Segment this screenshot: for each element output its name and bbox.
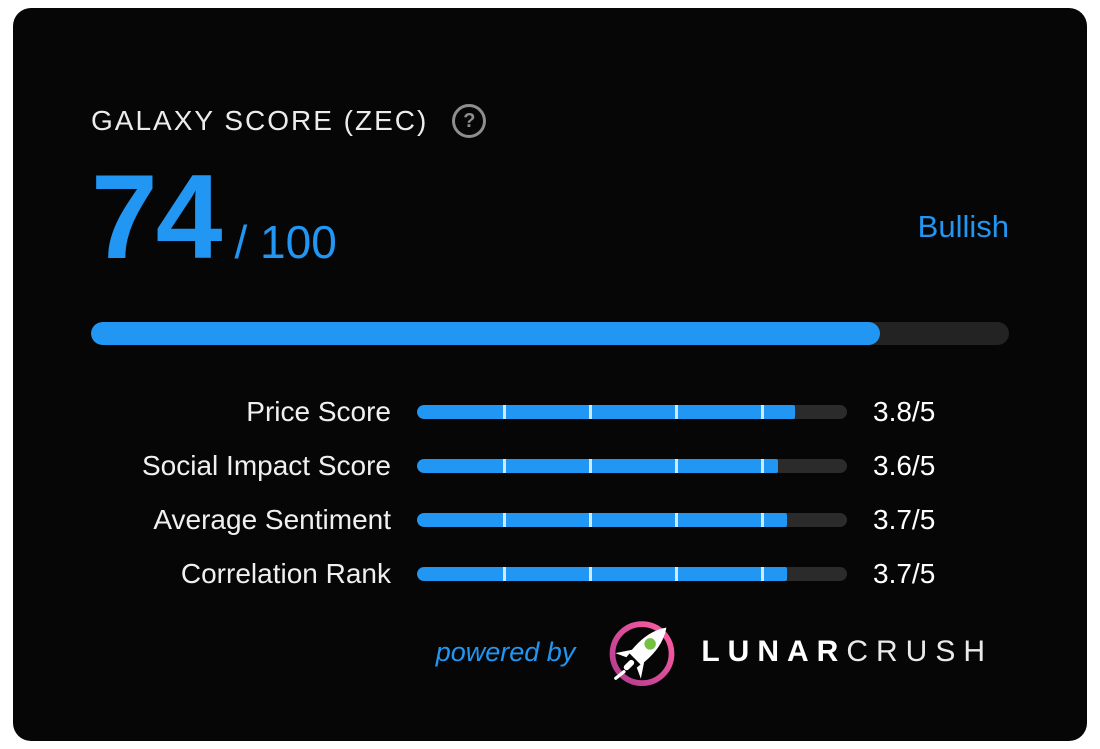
brand-wordmark: LUNARCRUSH: [701, 635, 993, 669]
bar-tick: [503, 405, 506, 419]
metric-label: Price Score: [246, 396, 391, 427]
metric-bar: [417, 567, 847, 581]
overall-score-bar-fill: [91, 322, 881, 345]
metric-bar: [417, 459, 847, 473]
metric-label: Social Impact Score: [142, 450, 391, 481]
bar-tick: [503, 459, 506, 473]
widget-header: GALAXY SCORE (ZEC) ?: [91, 104, 1009, 138]
metric-bar: [417, 405, 847, 419]
help-icon[interactable]: ?: [452, 104, 487, 138]
metrics-list: Price Score 3.8/5 Social Impact Score 3.…: [91, 385, 1009, 601]
metric-value: 3.8/5: [873, 396, 936, 427]
sentiment-badge: Bullish: [917, 209, 1009, 244]
metric-value: 3.7/5: [873, 558, 936, 589]
lunarcrush-rocket-logo-icon: [609, 621, 675, 687]
score-value: 74: [91, 150, 222, 284]
bar-tick: [503, 513, 506, 527]
metric-bar-fill: [417, 405, 796, 419]
brand-crush: CRUSH: [846, 635, 993, 668]
bar-tick: [675, 405, 678, 419]
bar-tick: [675, 459, 678, 473]
metric-label: Average Sentiment: [153, 504, 391, 535]
metric-row-price-score: Price Score 3.8/5: [91, 385, 1009, 439]
bar-tick: [589, 405, 592, 419]
metric-row-average-sentiment: Average Sentiment 3.7/5: [91, 493, 1009, 547]
bar-tick: [761, 567, 764, 581]
metric-label: Correlation Rank: [180, 558, 391, 589]
bar-tick: [761, 405, 764, 419]
metric-row-social-impact-score: Social Impact Score 3.6/5: [91, 439, 1009, 493]
bar-tick: [761, 513, 764, 527]
bar-tick: [761, 459, 764, 473]
bar-tick: [589, 513, 592, 527]
brand-lunar: LUNAR: [701, 635, 847, 668]
score-max: / 100: [234, 216, 337, 268]
footer: powered by LUNARCRUSH: [91, 611, 1009, 693]
metric-row-correlation-rank: Correlation Rank 3.7/5: [91, 547, 1009, 601]
metric-value: 3.6/5: [873, 450, 936, 481]
metric-value: 3.7/5: [873, 504, 936, 535]
metric-bar-fill: [417, 459, 779, 473]
bar-tick: [589, 459, 592, 473]
metric-bar-fill: [417, 567, 787, 581]
widget-title: GALAXY SCORE (ZEC): [91, 105, 429, 136]
bar-tick: [503, 567, 506, 581]
galaxy-score-widget: GALAXY SCORE (ZEC) ? 74 / 100 Bullish Pr…: [13, 8, 1087, 741]
bar-tick: [589, 567, 592, 581]
bar-tick: [675, 567, 678, 581]
overall-score-bar: [91, 322, 1009, 345]
score-row: 74 / 100 Bullish: [91, 150, 1009, 284]
bar-tick: [675, 513, 678, 527]
metric-bar: [417, 513, 847, 527]
metric-bar-fill: [417, 513, 787, 527]
powered-by-label: powered by: [435, 636, 576, 667]
